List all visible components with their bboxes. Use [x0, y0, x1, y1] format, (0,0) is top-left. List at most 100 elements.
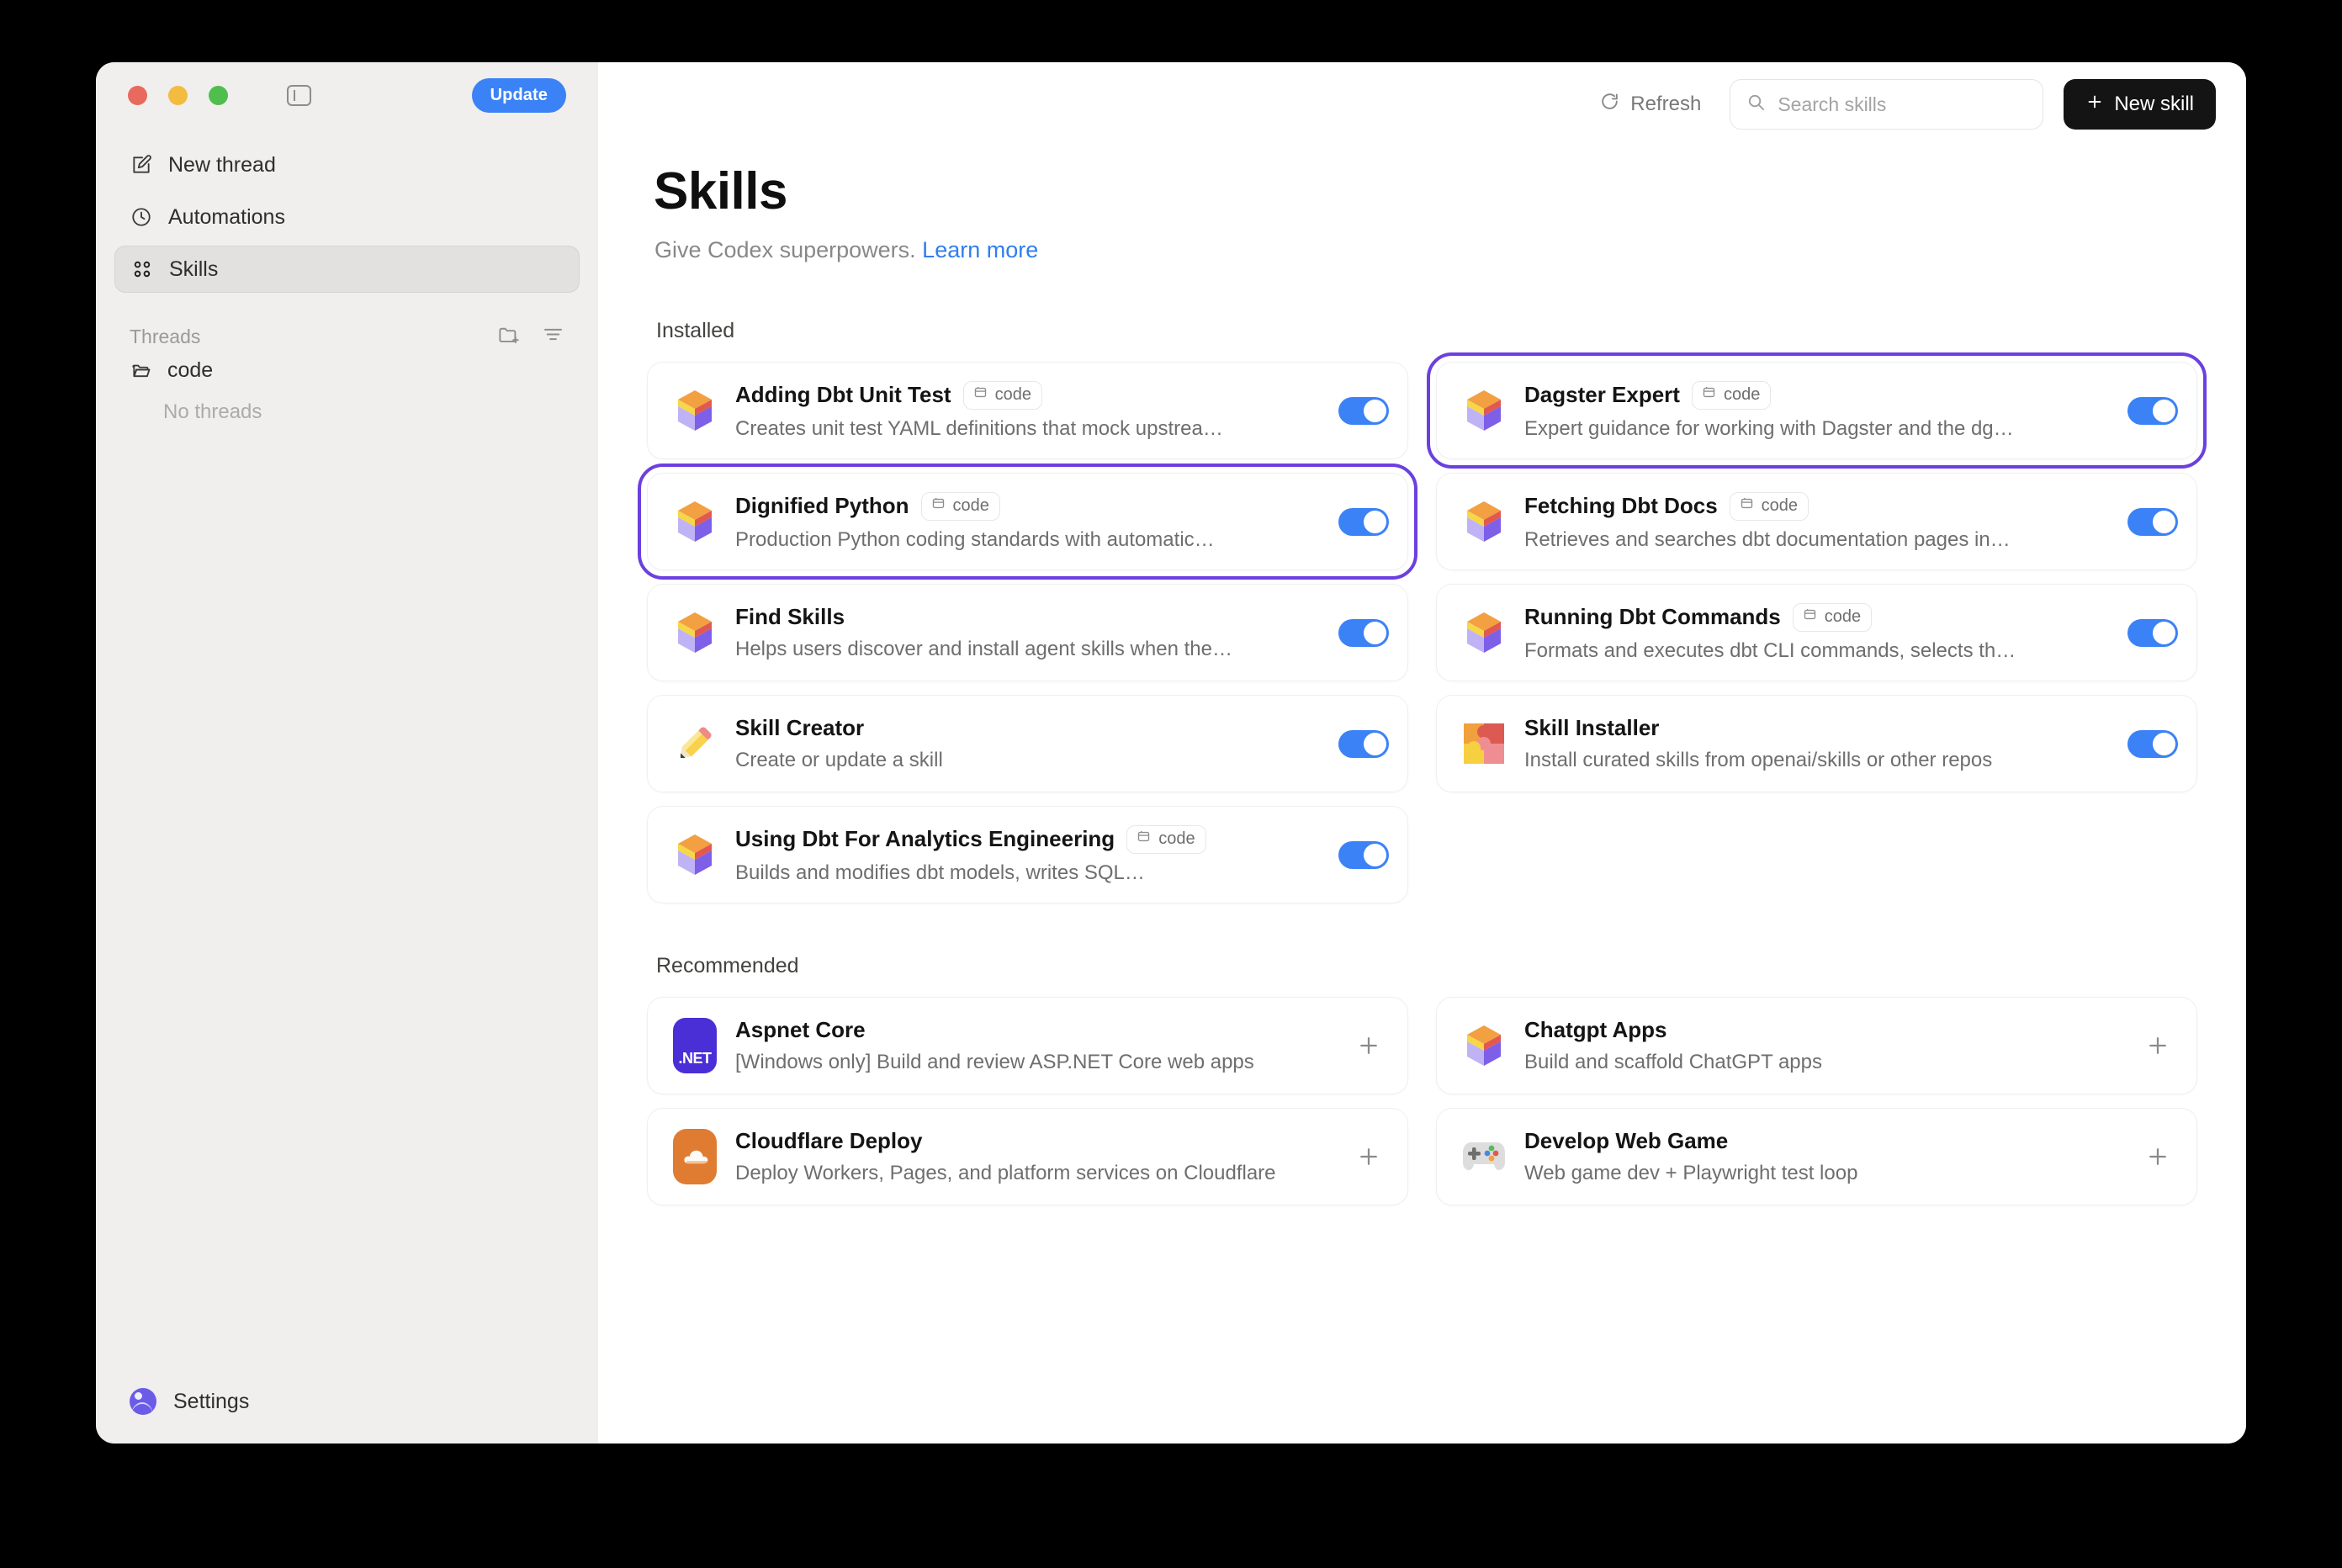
toggle-knob — [2153, 621, 2175, 644]
sidebar-item-skills[interactable]: Skills — [114, 246, 580, 293]
folder-label: code — [167, 358, 214, 382]
installed-skill-card[interactable]: Dignified Python code Production Python co… — [638, 464, 1417, 580]
installed-skill-card[interactable]: Using Dbt For Analytics Engineering code B… — [647, 806, 1408, 903]
add-skill-button[interactable] — [1349, 1025, 1389, 1066]
recommended-skills-grid: .NET Aspnet Core [Windows only] Build and … — [647, 997, 2197, 1205]
cube-icon — [676, 611, 713, 654]
filter-icon[interactable] — [542, 323, 564, 350]
toggle-knob — [1364, 732, 1386, 755]
skill-description: Create or update a skill — [735, 749, 943, 771]
recommended-skill-card[interactable]: Chatgpt Apps Build and scaffold ChatGPT a… — [1436, 997, 2197, 1094]
installed-skill-card[interactable]: Adding Dbt Unit Test code Creates unit tes… — [647, 362, 1408, 459]
no-threads-label: No threads — [163, 400, 262, 423]
new-skill-button[interactable]: New skill — [2064, 79, 2216, 130]
toggle-knob — [1364, 621, 1386, 644]
skill-badge-label: code — [1158, 829, 1195, 848]
installed-skill-card[interactable]: Skill Creator Create or update a skill — [647, 695, 1408, 792]
skill-icon: .NET — [673, 1018, 717, 1073]
recommended-skill-card[interactable]: Cloudflare Deploy Deploy Workers, Pages, … — [647, 1108, 1408, 1205]
skill-name: Dignified Python — [735, 493, 909, 518]
main-panel: Refresh New skill Skill — [598, 62, 2246, 1444]
skill-name: Using Dbt For Analytics Engineering — [735, 826, 1115, 851]
skill-info: Skill Creator Create or update a skill — [735, 715, 1320, 772]
app-window: Update New thread Automations — [96, 62, 2246, 1444]
skill-badge: code — [920, 491, 1000, 521]
skill-name: Running Dbt Commands — [1524, 604, 1781, 629]
skill-enable-toggle[interactable] — [1338, 507, 1389, 536]
skill-info: Dignified Python code Production Python co… — [735, 491, 1320, 552]
refresh-button[interactable]: Refresh — [1591, 84, 1709, 124]
search-skills-box[interactable] — [1730, 79, 2044, 130]
recommended-skill-card[interactable]: Develop Web Game Web game dev + Playwrigh… — [1436, 1108, 2197, 1205]
skill-title-row: Skill Installer — [1524, 715, 2109, 741]
skill-description: Expert guidance for working with Dagster… — [1524, 416, 2014, 440]
toggle-knob — [2153, 399, 2175, 422]
skill-info: Develop Web Game Web game dev + Playwrigh… — [1524, 1128, 2119, 1185]
skill-badge: code — [1729, 491, 1809, 521]
skill-enable-toggle[interactable] — [1338, 840, 1389, 869]
skill-title-row: Skill Creator — [735, 715, 1320, 741]
title-bar: Update — [96, 62, 598, 128]
sidebar-item-settings[interactable]: Settings — [96, 1388, 598, 1444]
close-window-button[interactable] — [128, 85, 147, 105]
sidebar-toggle-icon[interactable] — [287, 84, 311, 106]
skill-info: Chatgpt Apps Build and scaffold ChatGPT a… — [1524, 1017, 2119, 1074]
sidebar-item-automations[interactable]: Automations — [114, 193, 580, 241]
installed-skill-card[interactable]: Dagster Expert code Expert guidance for wo… — [1427, 352, 2207, 469]
skill-name: Develop Web Game — [1524, 1128, 1729, 1153]
skill-description: Production Python coding standards with … — [735, 527, 1215, 551]
skill-enable-toggle[interactable] — [1338, 618, 1389, 647]
toggle-knob — [1364, 510, 1386, 533]
skill-enable-toggle[interactable] — [2127, 729, 2178, 758]
threads-title: Threads — [130, 325, 201, 347]
new-folder-icon[interactable] — [497, 323, 520, 350]
update-button[interactable]: Update — [471, 77, 566, 113]
recommended-skill-card[interactable]: .NET Aspnet Core [Windows only] Build and … — [647, 997, 1408, 1094]
skill-enable-toggle[interactable] — [2127, 618, 2178, 647]
skill-info: Running Dbt Commands code Formats and exec… — [1524, 602, 2109, 663]
installed-skill-card[interactable]: Find Skills Helps users discover and inst… — [647, 584, 1408, 681]
skill-description: Deploy Workers, Pages, and platform serv… — [735, 1162, 1276, 1184]
puzzle-icon — [1463, 723, 1505, 765]
skill-description: Builds and modifies dbt models, writes S… — [735, 861, 1145, 884]
thread-folder-code[interactable]: code — [96, 348, 598, 392]
skill-title-row: Fetching Dbt Docs code — [1524, 491, 2109, 521]
add-skill-button[interactable] — [2138, 1025, 2178, 1066]
skill-description: Formats and executes dbt CLI commands, s… — [1524, 638, 2016, 662]
skills-content: Skills Give Codex superpowers. Learn mor… — [598, 146, 2246, 1444]
skill-badge-label: code — [994, 384, 1031, 404]
skill-enable-toggle[interactable] — [1338, 396, 1389, 425]
skill-info: Adding Dbt Unit Test code Creates unit tes… — [735, 380, 1320, 441]
maximize-window-button[interactable] — [209, 85, 228, 105]
cube-icon — [676, 833, 713, 877]
skill-enable-toggle[interactable] — [2127, 396, 2178, 425]
skill-enable-toggle[interactable] — [1338, 729, 1389, 758]
sidebar-item-new-thread[interactable]: New thread — [114, 141, 580, 188]
add-skill-button[interactable] — [2138, 1136, 2178, 1177]
skill-badge-label: code — [1824, 607, 1862, 626]
installed-skill-card[interactable]: Fetching Dbt Docs code Retrieves and searc… — [1436, 473, 2197, 570]
skill-name: Find Skills — [735, 604, 845, 629]
skill-title-row: Aspnet Core — [735, 1017, 1330, 1043]
sidebar-item-label: New thread — [168, 152, 276, 177]
learn-more-link[interactable]: Learn more — [922, 237, 1039, 262]
search-input[interactable] — [1778, 93, 2027, 116]
skill-info: Fetching Dbt Docs code Retrieves and searc… — [1524, 491, 2109, 552]
minimize-window-button[interactable] — [168, 85, 188, 105]
skill-title-row: Adding Dbt Unit Test code — [735, 380, 1320, 410]
skill-icon — [673, 722, 717, 765]
folder-badge-icon — [1702, 385, 1716, 405]
skill-icon — [1462, 722, 1506, 765]
skill-description: Build and scaffold ChatGPT apps — [1524, 1051, 1822, 1073]
skill-enable-toggle[interactable] — [2127, 507, 2178, 536]
skill-badge: code — [1691, 380, 1772, 410]
add-skill-button[interactable] — [1349, 1136, 1389, 1177]
skill-info: Find Skills Helps users discover and inst… — [735, 604, 1320, 661]
skill-badge-label: code — [1723, 384, 1761, 404]
installed-skill-card[interactable]: Skill Installer Install curated skills fr… — [1436, 695, 2197, 792]
skill-icon — [1462, 389, 1506, 432]
page-title: Skills — [654, 162, 788, 220]
skill-name: Adding Dbt Unit Test — [735, 382, 951, 407]
toggle-knob — [1364, 399, 1386, 422]
installed-skill-card[interactable]: Running Dbt Commands code Formats and exec… — [1436, 584, 2197, 681]
